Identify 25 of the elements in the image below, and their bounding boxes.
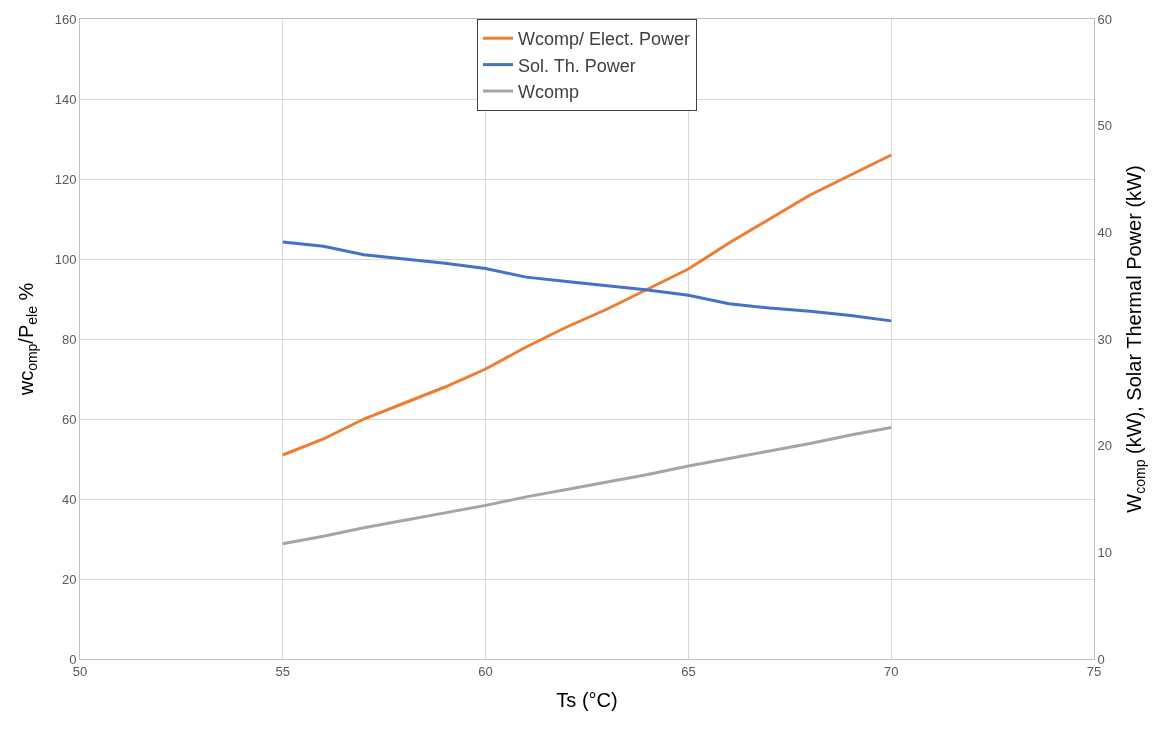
x-axis-title: Ts (°C) (556, 689, 618, 712)
y2-tick-label: 10 (1097, 544, 1113, 560)
x-tick-label: 65 (681, 663, 696, 679)
y-tick-label: 40 (61, 491, 77, 507)
y-tick-label: 160 (54, 11, 77, 27)
y-tick-label: 120 (54, 171, 77, 187)
x-tick-label: 70 (883, 663, 899, 679)
line-series (281, 426, 893, 546)
y2-tick-label: 60 (1097, 11, 1113, 27)
y-tick-label: 140 (54, 91, 77, 107)
y2-tick-label: 40 (1097, 224, 1113, 240)
y2-tick-label: 30 (1097, 331, 1113, 347)
y2-tick-label: 50 (1097, 118, 1113, 134)
line-series (281, 153, 893, 457)
y-tick-label: 80 (61, 331, 77, 347)
legend-label: Wcomp/ Elect. Power (518, 29, 691, 50)
x-tick-label: 60 (478, 663, 493, 679)
x-tick-label: 55 (275, 663, 291, 679)
y2-tick-label: 20 (1097, 438, 1113, 454)
y-tick-label: 100 (54, 251, 77, 267)
legend-label: Sol. Th. Power (518, 55, 636, 76)
y-tick-label: 60 (61, 411, 77, 427)
legend-label: Wcomp (518, 82, 580, 103)
line-series (281, 240, 893, 323)
y-tick-label: 20 (61, 571, 77, 587)
